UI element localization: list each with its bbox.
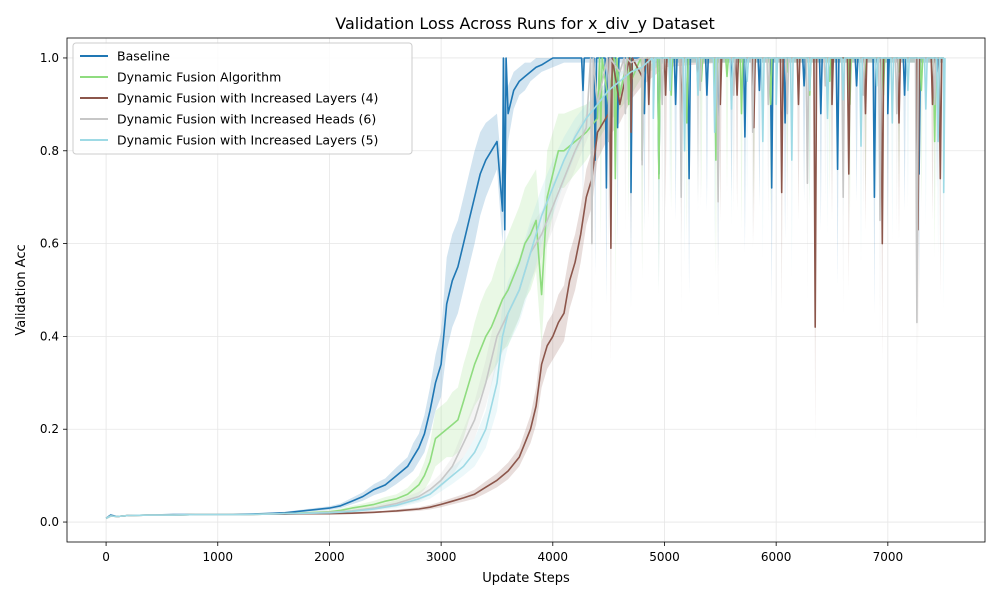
band-dip-dynamic-fusion-with-increased-layers-5: [906, 58, 910, 207]
band-dip-baseline: [757, 58, 761, 207]
band-dip-baseline: [581, 58, 585, 207]
legend-label: Dynamic Fusion with Increased Layers (4): [117, 91, 378, 106]
legend-label: Dynamic Fusion with Increased Layers (5): [117, 133, 378, 148]
y-axis-label: Validation Acc: [14, 244, 29, 335]
chart-title: Validation Loss Across Runs for x_div_y …: [335, 14, 714, 34]
plot-frame: [66, 37, 986, 543]
band-dynamic-fusion-with-increased-layers-5: [106, 58, 944, 520]
y-tick-label: 0.6: [40, 237, 59, 251]
band-dip-dynamic-fusion-with-increased-heads-6: [823, 58, 827, 202]
line-dynamic-fusion-with-increased-layers-4: [105, 57, 944, 520]
band-dip-dynamic-fusion-with-increased-layers-5: [696, 58, 700, 212]
x-tick-label: 6000: [761, 550, 792, 564]
x-tick-label: 0: [102, 550, 110, 564]
band-dip-dynamic-fusion-algorithm: [699, 58, 703, 198]
band-dip-dynamic-fusion-algorithm: [669, 58, 673, 212]
x-axis-label: Update Steps: [482, 571, 570, 586]
band-dip-baseline: [705, 58, 709, 212]
line-dynamic-fusion-with-increased-layers-5: [105, 57, 946, 520]
x-tick-label: 5000: [649, 550, 680, 564]
x-tick-label: 7000: [873, 550, 904, 564]
legend-label: Baseline: [117, 49, 170, 64]
legend-label: Dynamic Fusion with Increased Heads (6): [117, 112, 376, 127]
x-tick-label: 4000: [538, 550, 569, 564]
y-tick-label: 1.0: [40, 51, 59, 65]
band-dip-dynamic-fusion-with-increased-heads-6: [698, 58, 702, 207]
y-tick-label: 0.8: [40, 144, 59, 158]
y-tick-label: 0.4: [40, 329, 59, 343]
band-dip-baseline: [855, 58, 859, 202]
legend-label: Dynamic Fusion Algorithm: [117, 70, 281, 85]
band-dip-dynamic-fusion-with-increased-layers-4: [735, 58, 739, 212]
x-tick-label: 3000: [426, 550, 457, 564]
band-dip-baseline: [903, 58, 907, 212]
band-dip-dynamic-fusion-with-increased-layers-4: [664, 58, 668, 212]
x-axis-ticks: 0 1000 2000 3000 4000 5000 6000 7000: [102, 542, 903, 564]
band-dip-dynamic-fusion-with-increased-heads-6: [732, 58, 736, 212]
band-dip-dynamic-fusion-algorithm: [828, 58, 832, 198]
band-dynamic-fusion-algorithm: [106, 58, 944, 520]
legend: Baseline Dynamic Fusion Algorithm Dynamic …: [72, 42, 413, 155]
y-tick-label: 0.2: [40, 422, 59, 436]
band-dynamic-fusion-with-increased-heads-6: [106, 58, 944, 520]
band-dip-baseline: [802, 58, 806, 202]
x-tick-label: 1000: [202, 550, 233, 564]
legend-box: [72, 42, 413, 155]
series-lines: [105, 57, 946, 520]
y-tick-label: 0.0: [40, 515, 59, 529]
y-axis-ticks: 0.0 0.2 0.4 0.6 0.8 1.0: [40, 51, 67, 529]
x-tick-label: 2000: [314, 550, 345, 564]
band-dip-dynamic-fusion-algorithm: [725, 58, 729, 193]
